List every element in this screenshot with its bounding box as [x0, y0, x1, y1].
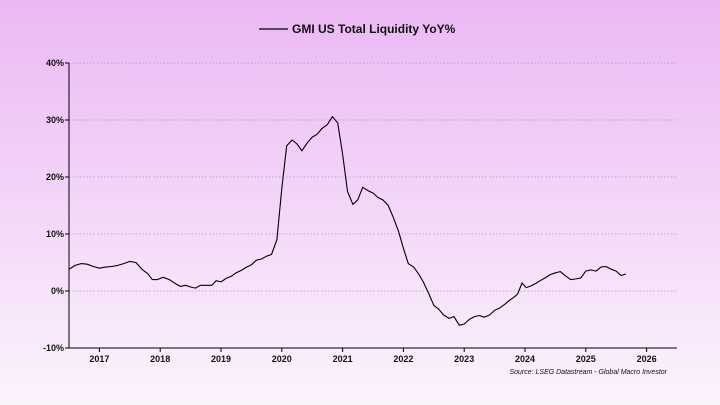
x-tick-label: 2019: [211, 354, 231, 364]
x-tick-label: 2020: [272, 354, 292, 364]
x-tick-label: 2017: [89, 354, 109, 364]
chart-title: GMI US Total Liquidity YoY%: [292, 22, 456, 36]
x-tick-label: 2024: [515, 354, 535, 364]
x-tick-label: 2023: [454, 354, 474, 364]
y-tick-label: 40%: [46, 58, 64, 68]
y-tick-label: -10%: [43, 343, 64, 353]
x-tick-label: 2025: [576, 354, 596, 364]
x-axis-ticks: 2017 2018 2019 2020 2021 2022 2023 2024 2025 2026: [89, 348, 657, 364]
x-tick-label: 2021: [333, 354, 353, 364]
source-note: Source: LSEG Datastream - Global Macro I…: [509, 369, 667, 376]
gridlines: [69, 62, 677, 292]
y-axis-ticks: 40% 30% 20% 10% 0% -10%: [43, 58, 69, 353]
x-tick-label: 2026: [637, 354, 657, 364]
y-tick-label: 30%: [46, 115, 64, 125]
series-line-gmi-us-total-liquidity: [68, 116, 627, 326]
y-tick-label: 10%: [46, 229, 64, 239]
legend: GMI US Total Liquidity YoY%: [259, 22, 456, 36]
y-tick-label: 20%: [46, 172, 64, 182]
y-tick-label: 0%: [51, 286, 64, 296]
x-tick-label: 2018: [150, 354, 170, 364]
x-tick-label: 2022: [393, 354, 413, 364]
